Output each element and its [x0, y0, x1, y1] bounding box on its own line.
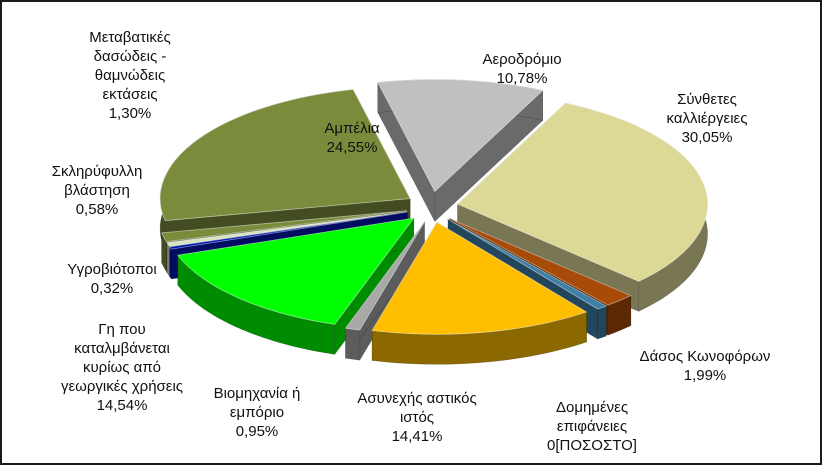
label-syntheteskall: Σύνθετες καλλιέργειες 30,05% [642, 90, 772, 147]
label-viomixania-line-1: Βιομηχανία ή [213, 385, 301, 402]
label-sklir-line-1: Σκληρύφυλλη [51, 163, 143, 180]
pie-slice-4-top [371, 221, 588, 335]
pie-slice-4 [371, 221, 588, 365]
label-gi-line-2: καταλμβάνεται [74, 340, 170, 357]
label-metavat-line-2: δασώδεις - [93, 48, 167, 65]
label-dasoskon-line-2: 1,99% [683, 367, 727, 384]
pie-slice-5-top [344, 221, 425, 331]
label-ygrovio: Υγροβιότοποι 0,32% [52, 260, 172, 298]
label-domimenes: Δομημένες επιφάνειες 0[ΠΟΣΟΣΤΟ] [522, 398, 662, 455]
label-ampelia-line-2: 24,55% [326, 139, 378, 156]
pie-slice-5-side-2 [345, 327, 360, 361]
pie-slice-3-top [447, 218, 608, 310]
label-viomixania-line-3: 0,95% [235, 423, 279, 440]
label-sklir-line-2: βλάστηση [64, 182, 130, 199]
label-asynexis-line-3: 14,41% [391, 428, 443, 445]
label-dasoskon-line-1: Δάσος Κωνοφόρων [639, 348, 771, 365]
label-sklir-line-3: 0,58% [75, 201, 119, 218]
label-domimenes-line-2: επιφάνειες [556, 418, 628, 435]
label-domimenes-line-1: Δομημένες [555, 399, 629, 416]
label-viomixania: Βιομηχανία ή εμπόριο 0,95% [202, 384, 312, 441]
label-asynexis-line-1: Ασυνεχής αστικός [357, 390, 477, 407]
pie-slice-6-top [177, 217, 415, 325]
pie-slice-0 [377, 79, 544, 223]
label-syntheteskall-line-1: Σύνθετες [677, 91, 737, 108]
pie-slice-0-top [377, 79, 544, 193]
label-ygrovio-line-2: 0,32% [90, 280, 134, 297]
label-metavat-line-3: θαμνώδεις [94, 67, 166, 84]
label-gi-line-5: 14,54% [96, 397, 148, 414]
label-sklir: Σκληρύφυλλη βλάστηση 0,58% [22, 162, 172, 219]
pie-slice-1-top [456, 102, 708, 282]
pie-slice-10-top [159, 89, 411, 222]
label-gi-line-3: κυρίως από [82, 359, 162, 376]
label-syntheteskall-line-3: 30,05% [681, 129, 733, 146]
label-metavat-line-5: 1,30% [108, 105, 152, 122]
pie-slice-8-top [166, 211, 408, 247]
pie-slice-9-top [161, 210, 407, 243]
label-gi: Γη που καταλμβάνεται κυρίως από γεωργικέ… [42, 320, 202, 415]
label-viomixania-line-2: εμπόριο [229, 404, 285, 421]
label-aerodromio-line-1: Αεροδρόμιο [482, 51, 562, 68]
pie-slice-7-top [169, 211, 408, 250]
pie-slice-3-side-2 [597, 305, 607, 340]
label-domimenes-line-3: 0[ΠΟΣΟΣΤΟ] [547, 437, 637, 454]
label-syntheteskall-line-2: καλλιέργειες [666, 110, 748, 127]
label-gi-line-1: Γη που [98, 321, 146, 338]
label-asynexis: Ασυνεχής αστικός ιστός 14,41% [342, 389, 492, 446]
label-aerodromio-line-2: 10,78% [496, 70, 548, 87]
label-ygrovio-line-1: Υγροβιότοποι [67, 261, 157, 278]
label-aerodromio: Αεροδρόμιο 10,78% [472, 50, 572, 88]
label-asynexis-line-2: ιστός [399, 409, 435, 426]
label-dasoskon: Δάσος Κωνοφόρων 1,99% [630, 347, 780, 385]
label-gi-line-4: γεωργικές χρήσεις [60, 378, 184, 395]
label-ampelia-line-1: Αμπέλια [324, 120, 380, 137]
label-ampelia: Αμπέλια 24,55% [302, 119, 402, 157]
label-metavat-line-1: Μεταβατικές [89, 29, 171, 46]
label-metavat-line-4: εκτάσεις [102, 86, 158, 103]
pie-slice-2-top [449, 218, 632, 306]
label-metavat: Μεταβατικές δασώδεις - θαμνώδεις εκτάσει… [70, 28, 190, 123]
